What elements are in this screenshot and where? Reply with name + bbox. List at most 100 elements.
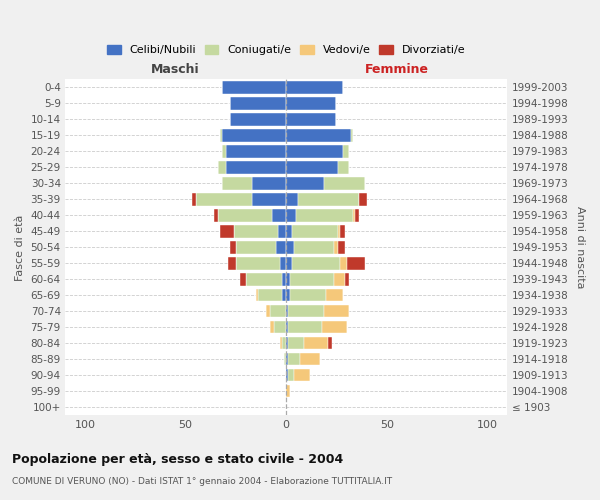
Bar (230, 113, 286, 126)
Bar (286, 82, 343, 94)
Bar (272, 209, 286, 222)
Bar (353, 209, 355, 222)
Bar (292, 225, 338, 237)
Bar (286, 97, 337, 110)
Text: Femmine: Femmine (365, 64, 429, 76)
Bar (286, 353, 288, 366)
Text: Popolazione per età, sesso e stato civile - 2004: Popolazione per età, sesso e stato civil… (12, 452, 343, 466)
Bar (334, 273, 344, 285)
Bar (355, 209, 359, 222)
Bar (252, 177, 286, 190)
Bar (290, 273, 334, 285)
Bar (347, 257, 365, 270)
Bar (322, 321, 347, 334)
Bar (294, 241, 334, 254)
Bar (286, 337, 288, 349)
Bar (256, 289, 258, 302)
Bar (280, 257, 286, 270)
Bar (338, 225, 340, 237)
Bar (278, 225, 286, 237)
Bar (328, 337, 332, 349)
Bar (288, 353, 300, 366)
Bar (270, 305, 286, 318)
Bar (286, 273, 290, 285)
Bar (288, 369, 294, 382)
Bar (236, 241, 276, 254)
Bar (326, 289, 343, 302)
Bar (359, 193, 367, 205)
Bar (196, 193, 252, 205)
Bar (286, 241, 294, 254)
Bar (222, 145, 226, 158)
Bar (343, 145, 349, 158)
Bar (286, 193, 298, 205)
Bar (252, 193, 286, 205)
Bar (286, 305, 288, 318)
Bar (234, 225, 278, 237)
Bar (284, 353, 286, 366)
Bar (258, 289, 282, 302)
Bar (282, 273, 286, 285)
Bar (288, 337, 304, 349)
Bar (286, 145, 343, 158)
Y-axis label: Fasce di età: Fasce di età (15, 214, 25, 280)
Bar (246, 273, 282, 285)
Bar (298, 193, 359, 205)
Bar (230, 97, 286, 110)
Bar (292, 257, 340, 270)
Bar (274, 321, 286, 334)
Bar (290, 289, 326, 302)
Bar (282, 289, 286, 302)
Bar (340, 257, 347, 270)
Bar (288, 305, 325, 318)
Bar (338, 161, 349, 173)
Bar (282, 337, 286, 349)
Bar (286, 177, 325, 190)
Bar (286, 321, 288, 334)
Bar (222, 82, 286, 94)
Bar (344, 273, 349, 285)
Bar (236, 257, 280, 270)
Bar (338, 241, 344, 254)
Bar (296, 209, 353, 222)
Bar (286, 369, 288, 382)
Bar (220, 129, 222, 141)
Bar (266, 305, 270, 318)
Bar (218, 161, 226, 173)
Bar (286, 161, 338, 173)
Bar (191, 193, 196, 205)
Bar (214, 209, 218, 222)
Legend: Celibi/Nubili, Coniugati/e, Vedovi/e, Divorziati/e: Celibi/Nubili, Coniugati/e, Vedovi/e, Di… (104, 42, 469, 58)
Bar (286, 129, 350, 141)
Bar (286, 385, 290, 398)
Bar (286, 289, 290, 302)
Bar (286, 257, 292, 270)
Bar (276, 241, 286, 254)
Bar (226, 161, 286, 173)
Bar (222, 177, 252, 190)
Bar (288, 321, 322, 334)
Y-axis label: Anni di nascita: Anni di nascita (575, 206, 585, 288)
Bar (226, 145, 286, 158)
Bar (334, 241, 338, 254)
Bar (230, 241, 236, 254)
Bar (325, 177, 365, 190)
Bar (228, 257, 236, 270)
Bar (286, 113, 337, 126)
Bar (222, 129, 286, 141)
Text: Maschi: Maschi (151, 64, 200, 76)
Bar (270, 321, 274, 334)
Bar (280, 337, 282, 349)
Text: COMUNE DI VERUNO (NO) - Dati ISTAT 1° gennaio 2004 - Elaborazione TUTTITALIA.IT: COMUNE DI VERUNO (NO) - Dati ISTAT 1° ge… (12, 478, 392, 486)
Bar (325, 305, 349, 318)
Bar (300, 353, 320, 366)
Bar (304, 337, 328, 349)
Bar (220, 225, 234, 237)
Bar (218, 209, 272, 222)
Bar (350, 129, 353, 141)
Bar (286, 225, 292, 237)
Bar (294, 369, 310, 382)
Bar (340, 225, 344, 237)
Bar (286, 209, 296, 222)
Bar (240, 273, 246, 285)
